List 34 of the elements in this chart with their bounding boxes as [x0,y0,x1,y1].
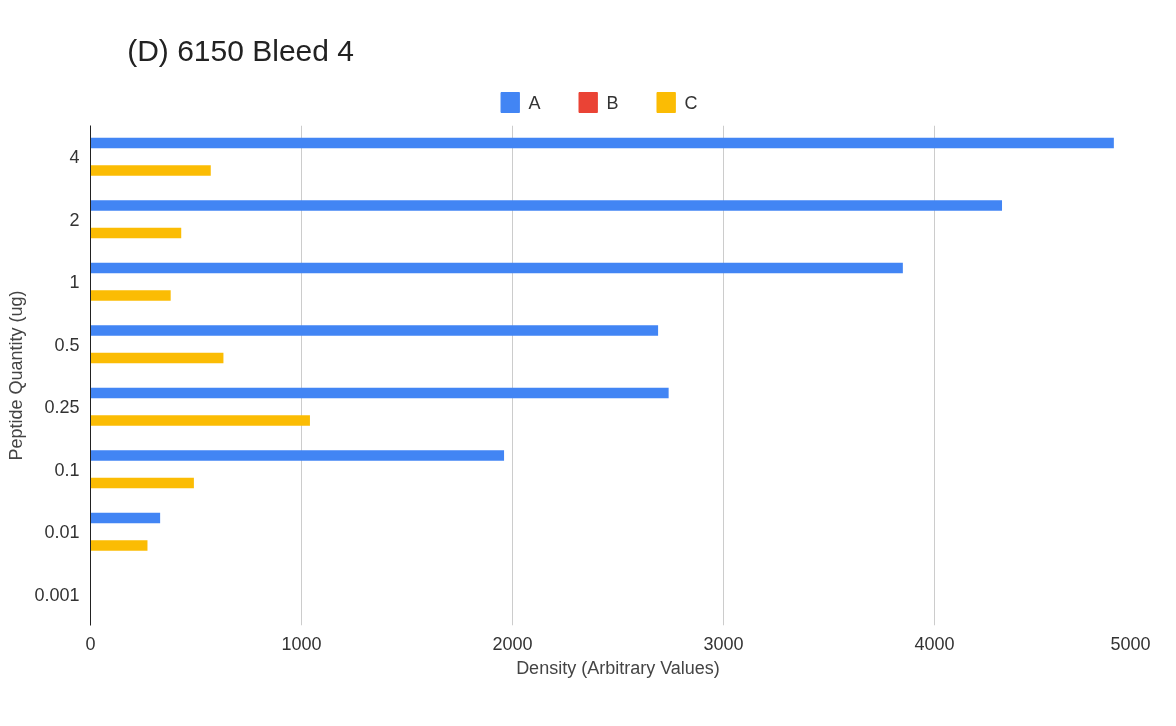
y-axis-title: Peptide Quantity (ug) [6,290,27,461]
bar [90,352,224,364]
bar [90,415,310,426]
y-tick-label: 2 [69,209,80,230]
x-axis-title: Density (Arbitrary Values) [516,657,720,678]
bar [90,165,211,176]
bar [90,227,182,239]
legend-label: C [684,92,698,113]
bar [90,200,1003,211]
y-tick-label: 0.1 [54,459,80,480]
bar [90,325,659,336]
bar [90,512,161,524]
x-tick-label: 3000 [703,633,744,654]
legend-label: B [606,92,619,113]
x-tick-label: 5000 [1110,633,1151,654]
x-tick-label: 1000 [281,633,322,654]
x-tick-label: 2000 [492,633,533,654]
bar [90,387,669,399]
y-tick-label: 4 [69,147,80,168]
y-tick-label: 0.01 [44,522,80,543]
y-tick-label: 1 [69,272,80,293]
chart-title: (D) 6150 Bleed 4 [127,34,355,67]
bar [90,290,171,301]
bar [90,540,148,551]
y-tick-label: 0.5 [54,334,80,355]
bar [90,450,505,461]
x-tick-label: 0 [85,633,96,654]
bar [90,262,903,274]
y-tick-label: 0.001 [34,584,80,605]
bar [90,477,194,489]
y-tick-label: 0.25 [44,397,80,418]
legend-label: A [528,92,541,113]
x-tick-label: 4000 [914,633,955,654]
bar [90,137,1114,149]
